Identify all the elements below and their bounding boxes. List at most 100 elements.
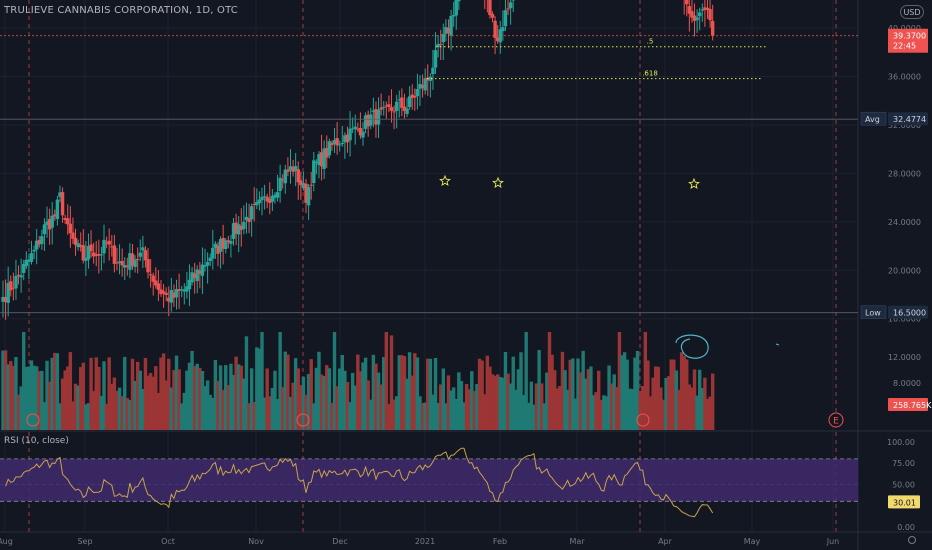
- volume-bar: [213, 359, 218, 430]
- candle-body: [312, 160, 316, 184]
- volume-bar: [397, 355, 401, 430]
- volume-bar: [659, 387, 663, 430]
- volume-bar: [107, 357, 111, 430]
- candle-body: [3, 297, 8, 302]
- volume-bar: [71, 401, 75, 430]
- volume-bar: [672, 359, 676, 430]
- candle-body: [128, 253, 132, 270]
- candle-body: [172, 292, 176, 298]
- candle-body: [224, 240, 228, 250]
- volume-bar: [332, 332, 337, 430]
- volume-bar: [22, 332, 26, 430]
- candle-body: [187, 279, 192, 290]
- volume-bar: [314, 367, 319, 430]
- volume-bar: [451, 387, 456, 430]
- volume-bar: [594, 392, 598, 430]
- candle-body: [203, 265, 207, 267]
- volume-bar: [255, 347, 259, 430]
- volume-bar: [433, 357, 438, 430]
- volume-bar: [229, 363, 233, 430]
- volume-bar: [628, 388, 632, 430]
- candle-body: [45, 221, 49, 225]
- candle-body: [314, 162, 319, 164]
- volume-bar: [345, 382, 350, 430]
- candle-body: [32, 249, 36, 252]
- volume-bar: [161, 353, 166, 430]
- volume-bar: [493, 375, 497, 430]
- candle-body: [454, 0, 458, 16]
- candle-body: [433, 50, 438, 68]
- volume-bar: [60, 378, 65, 430]
- volume-bar: [410, 375, 414, 430]
- candle-body: [423, 78, 427, 91]
- overlays: .5 .618 E: [0, 35, 858, 428]
- candle-body: [420, 85, 425, 88]
- candle-body: [156, 283, 161, 290]
- candle-body: [358, 127, 363, 136]
- event-marker: [26, 413, 40, 427]
- rsi-tick: 0.00: [897, 523, 915, 532]
- candle-body: [50, 215, 54, 228]
- candle-body: [247, 218, 251, 222]
- volume-bar: [560, 351, 565, 430]
- volume-bar: [224, 365, 228, 430]
- volume-bar: [389, 335, 394, 430]
- volume-bar: [426, 358, 430, 430]
- volume-bar: [338, 368, 342, 430]
- candle-body: [356, 128, 360, 130]
- candle-body: [286, 169, 290, 172]
- candle-body: [371, 110, 376, 112]
- candle-body: [234, 222, 238, 234]
- volume-bar: [169, 387, 174, 430]
- volume-bar: [53, 352, 57, 430]
- countdown: 22:45: [893, 42, 916, 51]
- candle-body: [218, 239, 223, 252]
- candle-body: [260, 196, 264, 201]
- volume-bar: [475, 383, 479, 430]
- volume-bar: [643, 332, 648, 430]
- candle-body: [130, 253, 135, 266]
- volume-bar: [376, 372, 381, 430]
- candle-body: [180, 289, 184, 291]
- volume-bar: [231, 374, 236, 430]
- volume-bar: [192, 366, 197, 430]
- volume-bar: [635, 351, 640, 430]
- volume-bar: [444, 403, 448, 430]
- volume-bar: [24, 366, 29, 430]
- price-tick: 20.0000: [888, 266, 921, 275]
- volume-bar: [58, 403, 62, 430]
- volume-bar: [599, 399, 603, 430]
- currency-button[interactable]: USD: [900, 5, 924, 19]
- volume-bar: [281, 387, 285, 430]
- candle-body: [293, 166, 298, 171]
- volume-bar: [275, 399, 280, 430]
- candle-body: [192, 273, 197, 279]
- time-tick: Jun: [826, 537, 840, 546]
- event-marker: [636, 413, 650, 427]
- volume-bar: [597, 370, 601, 430]
- volume-bar: [104, 403, 109, 430]
- candle-body: [301, 183, 306, 189]
- volume-bar: [195, 363, 199, 430]
- volume-bar: [379, 384, 383, 430]
- drawing-circle: [675, 334, 709, 359]
- candle-body: [97, 254, 101, 256]
- candle-body: [164, 292, 168, 296]
- candle-body: [281, 179, 285, 181]
- candle-body: [81, 245, 85, 261]
- low-value-bg: [888, 305, 928, 319]
- candle-body: [115, 262, 119, 264]
- volume-bar: [37, 371, 41, 430]
- candle-body: [273, 194, 277, 198]
- volume-bar: [617, 332, 622, 430]
- volume-bar: [327, 368, 332, 430]
- volume-bar: [467, 389, 471, 430]
- candle-body: [89, 244, 93, 252]
- candle-body: [120, 260, 124, 266]
- candle-body: [161, 291, 166, 294]
- candle-body: [410, 94, 414, 98]
- candle-body: [1, 296, 5, 302]
- volume-bar: [221, 389, 225, 430]
- volume-bar: [483, 394, 487, 430]
